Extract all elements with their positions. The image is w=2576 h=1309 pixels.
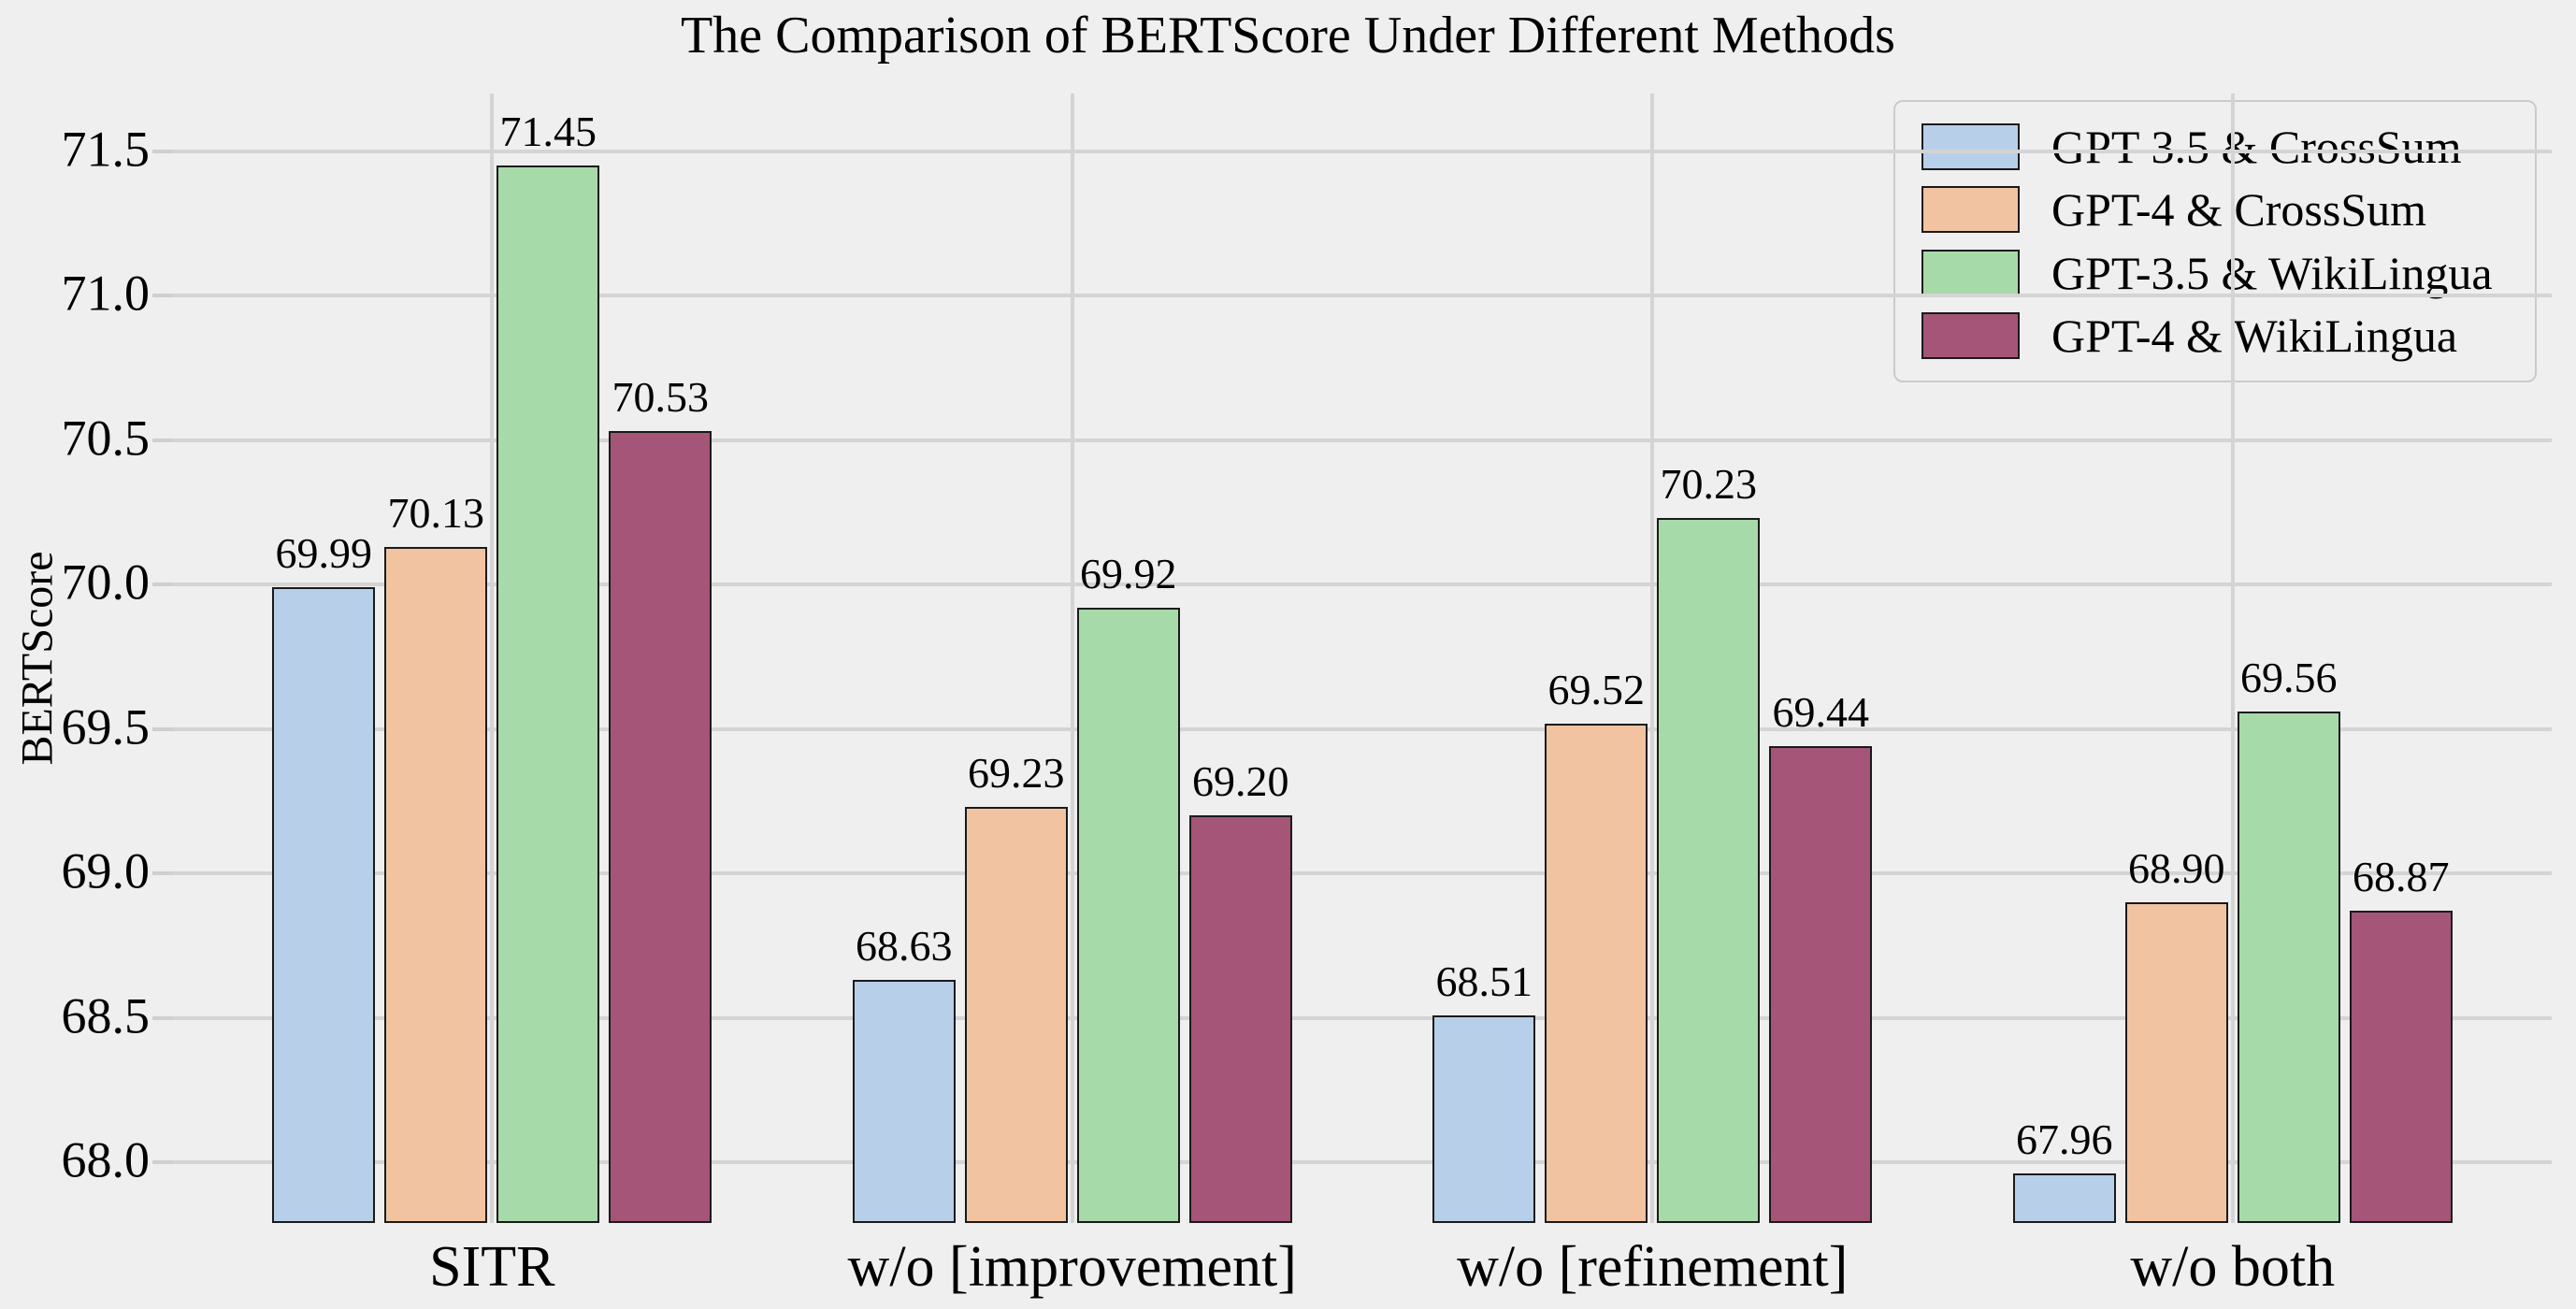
bar-value-label: 71.45 [499, 108, 597, 156]
bar-value-label: 67.96 [2015, 1115, 2113, 1164]
legend-swatch [1921, 186, 2020, 234]
bar-gpt-4-wikilingua-w-o-both [2349, 911, 2453, 1223]
x-tick-label: w/o both [2130, 1235, 2336, 1299]
y-tick-mark [152, 871, 173, 876]
legend-item-label: GPT-3.5 & CrossSum [2051, 120, 2462, 173]
legend: GPT-3.5 & CrossSum GPT-4 & CrossSum GPT-3.… [1893, 100, 2537, 382]
y-tick-mark [152, 438, 173, 442]
bar-gpt-4-wikilingua-w-o-refinement- [1769, 746, 1873, 1223]
x-tick-label: SITR [429, 1235, 555, 1299]
legend-item-label: GPT-4 & WikiLingua [2051, 309, 2458, 363]
legend-swatch [1921, 312, 2020, 360]
y-tick-label: 70.0 [61, 554, 151, 611]
bar-value-label: 69.99 [275, 529, 373, 578]
bar-gpt-3.5-wikilingua-w-o-improvement- [1076, 607, 1180, 1223]
v-gridline [2230, 94, 2235, 1223]
bar-value-label: 70.23 [1660, 460, 1757, 509]
bar-gpt-4-wikilingua-sitr [609, 431, 712, 1223]
v-gridline [1650, 94, 1655, 1223]
h-gridline [173, 294, 2552, 298]
bar-value-label: 69.56 [2239, 654, 2338, 702]
legend-swatch [1921, 249, 2020, 296]
bar-value-label: 69.92 [1080, 549, 1177, 597]
bar-value-label: 69.52 [1547, 665, 1645, 713]
legend-item-label: GPT-4 & CrossSum [2051, 183, 2427, 237]
legend-item-label: GPT-3.5 & WikiLingua [2051, 246, 2493, 299]
x-tick-label: w/o [improvement] [847, 1235, 1297, 1299]
bar-gpt-4-crosssum-w-o-both [2124, 902, 2228, 1223]
h-gridline [173, 583, 2552, 587]
y-tick-label: 68.0 [61, 1131, 151, 1188]
y-tick-mark [152, 726, 173, 731]
legend-item: GPT-3.5 & CrossSum [1921, 120, 2509, 174]
x-tick-label: w/o [refinement] [1457, 1235, 1849, 1299]
bar-value-label: 68.90 [2127, 844, 2225, 893]
h-gridline [173, 1160, 2552, 1165]
y-tick-label: 71.0 [61, 265, 151, 322]
bar-gpt-4-crosssum-w-o-refinement- [1545, 723, 1648, 1223]
y-tick-label: 69.0 [61, 842, 151, 899]
bar-value-label: 69.23 [968, 749, 1065, 798]
v-gridline [490, 94, 495, 1223]
bar-value-label: 70.53 [612, 373, 710, 422]
bar-gpt-3.5-wikilingua-w-o-refinement- [1657, 518, 1761, 1223]
y-tick-label: 69.5 [61, 698, 151, 755]
h-gridline [173, 1015, 2552, 1020]
bar-gpt-3.5-crosssum-sitr [272, 587, 376, 1223]
bar-value-label: 68.63 [856, 922, 953, 971]
y-tick-label: 68.5 [61, 987, 151, 1044]
chart-title: The Comparison of BERTScore Under Differ… [681, 7, 1895, 65]
bar-value-label: 69.44 [1772, 688, 1869, 737]
y-tick-mark [152, 294, 173, 298]
legend-item: GPT-4 & WikiLingua [1921, 309, 2509, 363]
h-gridline [173, 871, 2552, 876]
bar-gpt-3.5-wikilingua-w-o-both [2237, 712, 2340, 1223]
v-gridline [1070, 94, 1074, 1223]
y-tick-mark [152, 1160, 173, 1165]
bar-value-label: 69.20 [1192, 757, 1289, 806]
bar-value-label: 68.87 [2352, 853, 2450, 901]
legend-item: GPT-4 & CrossSum [1921, 182, 2509, 237]
bar-gpt-3.5-crosssum-w-o-refinement- [1432, 1014, 1536, 1223]
y-tick-mark [152, 1015, 173, 1020]
y-tick-mark [152, 149, 173, 153]
h-gridline [173, 149, 2552, 153]
bar-gpt-3.5-wikilingua-sitr [496, 165, 600, 1223]
legend-swatch [1921, 122, 2020, 170]
bar-value-label: 70.13 [387, 489, 485, 538]
bar-gpt-4-crosssum-w-o-improvement- [964, 807, 1068, 1223]
y-tick-mark [152, 583, 173, 587]
legend-item: GPT-3.5 & WikiLingua [1921, 246, 2509, 300]
h-gridline [173, 726, 2552, 731]
h-gridline [173, 438, 2552, 442]
bar-gpt-3.5-crosssum-w-o-both [2012, 1173, 2116, 1223]
y-tick-label: 70.5 [61, 410, 151, 467]
bar-value-label: 68.51 [1435, 957, 1533, 1005]
y-tick-label: 71.5 [61, 121, 151, 178]
bar-gpt-4-crosssum-sitr [384, 547, 488, 1223]
bar-gpt-3.5-crosssum-w-o-improvement- [852, 980, 956, 1223]
bar-gpt-4-wikilingua-w-o-improvement- [1188, 815, 1292, 1223]
